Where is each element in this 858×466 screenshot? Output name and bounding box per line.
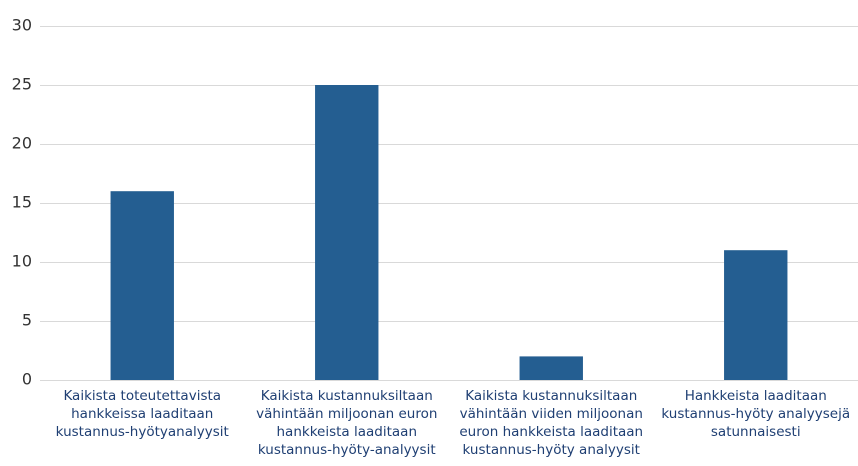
x-tick-label: Kaikista kustannuksiltaan vähintään viid… bbox=[459, 388, 644, 458]
y-tick-label: 20 bbox=[12, 134, 32, 153]
bar bbox=[519, 356, 583, 380]
bar bbox=[110, 191, 174, 380]
y-tick-label: 30 bbox=[12, 16, 32, 35]
bar bbox=[724, 250, 788, 380]
x-tick-label: Hankkeista laaditaan kustannus-hyöty ana… bbox=[661, 388, 851, 440]
y-tick-label: 0 bbox=[22, 370, 32, 389]
x-tick-label: Kaikista kustannuksiltaan vähintään milj… bbox=[256, 388, 438, 458]
bar bbox=[315, 85, 379, 380]
y-tick-label: 25 bbox=[12, 75, 32, 94]
y-tick-label: 15 bbox=[12, 193, 32, 212]
y-tick-label: 5 bbox=[22, 311, 32, 330]
x-tick-label: Kaikista toteutettavista hankkeissa laad… bbox=[55, 388, 229, 440]
y-tick-label: 10 bbox=[12, 252, 32, 271]
